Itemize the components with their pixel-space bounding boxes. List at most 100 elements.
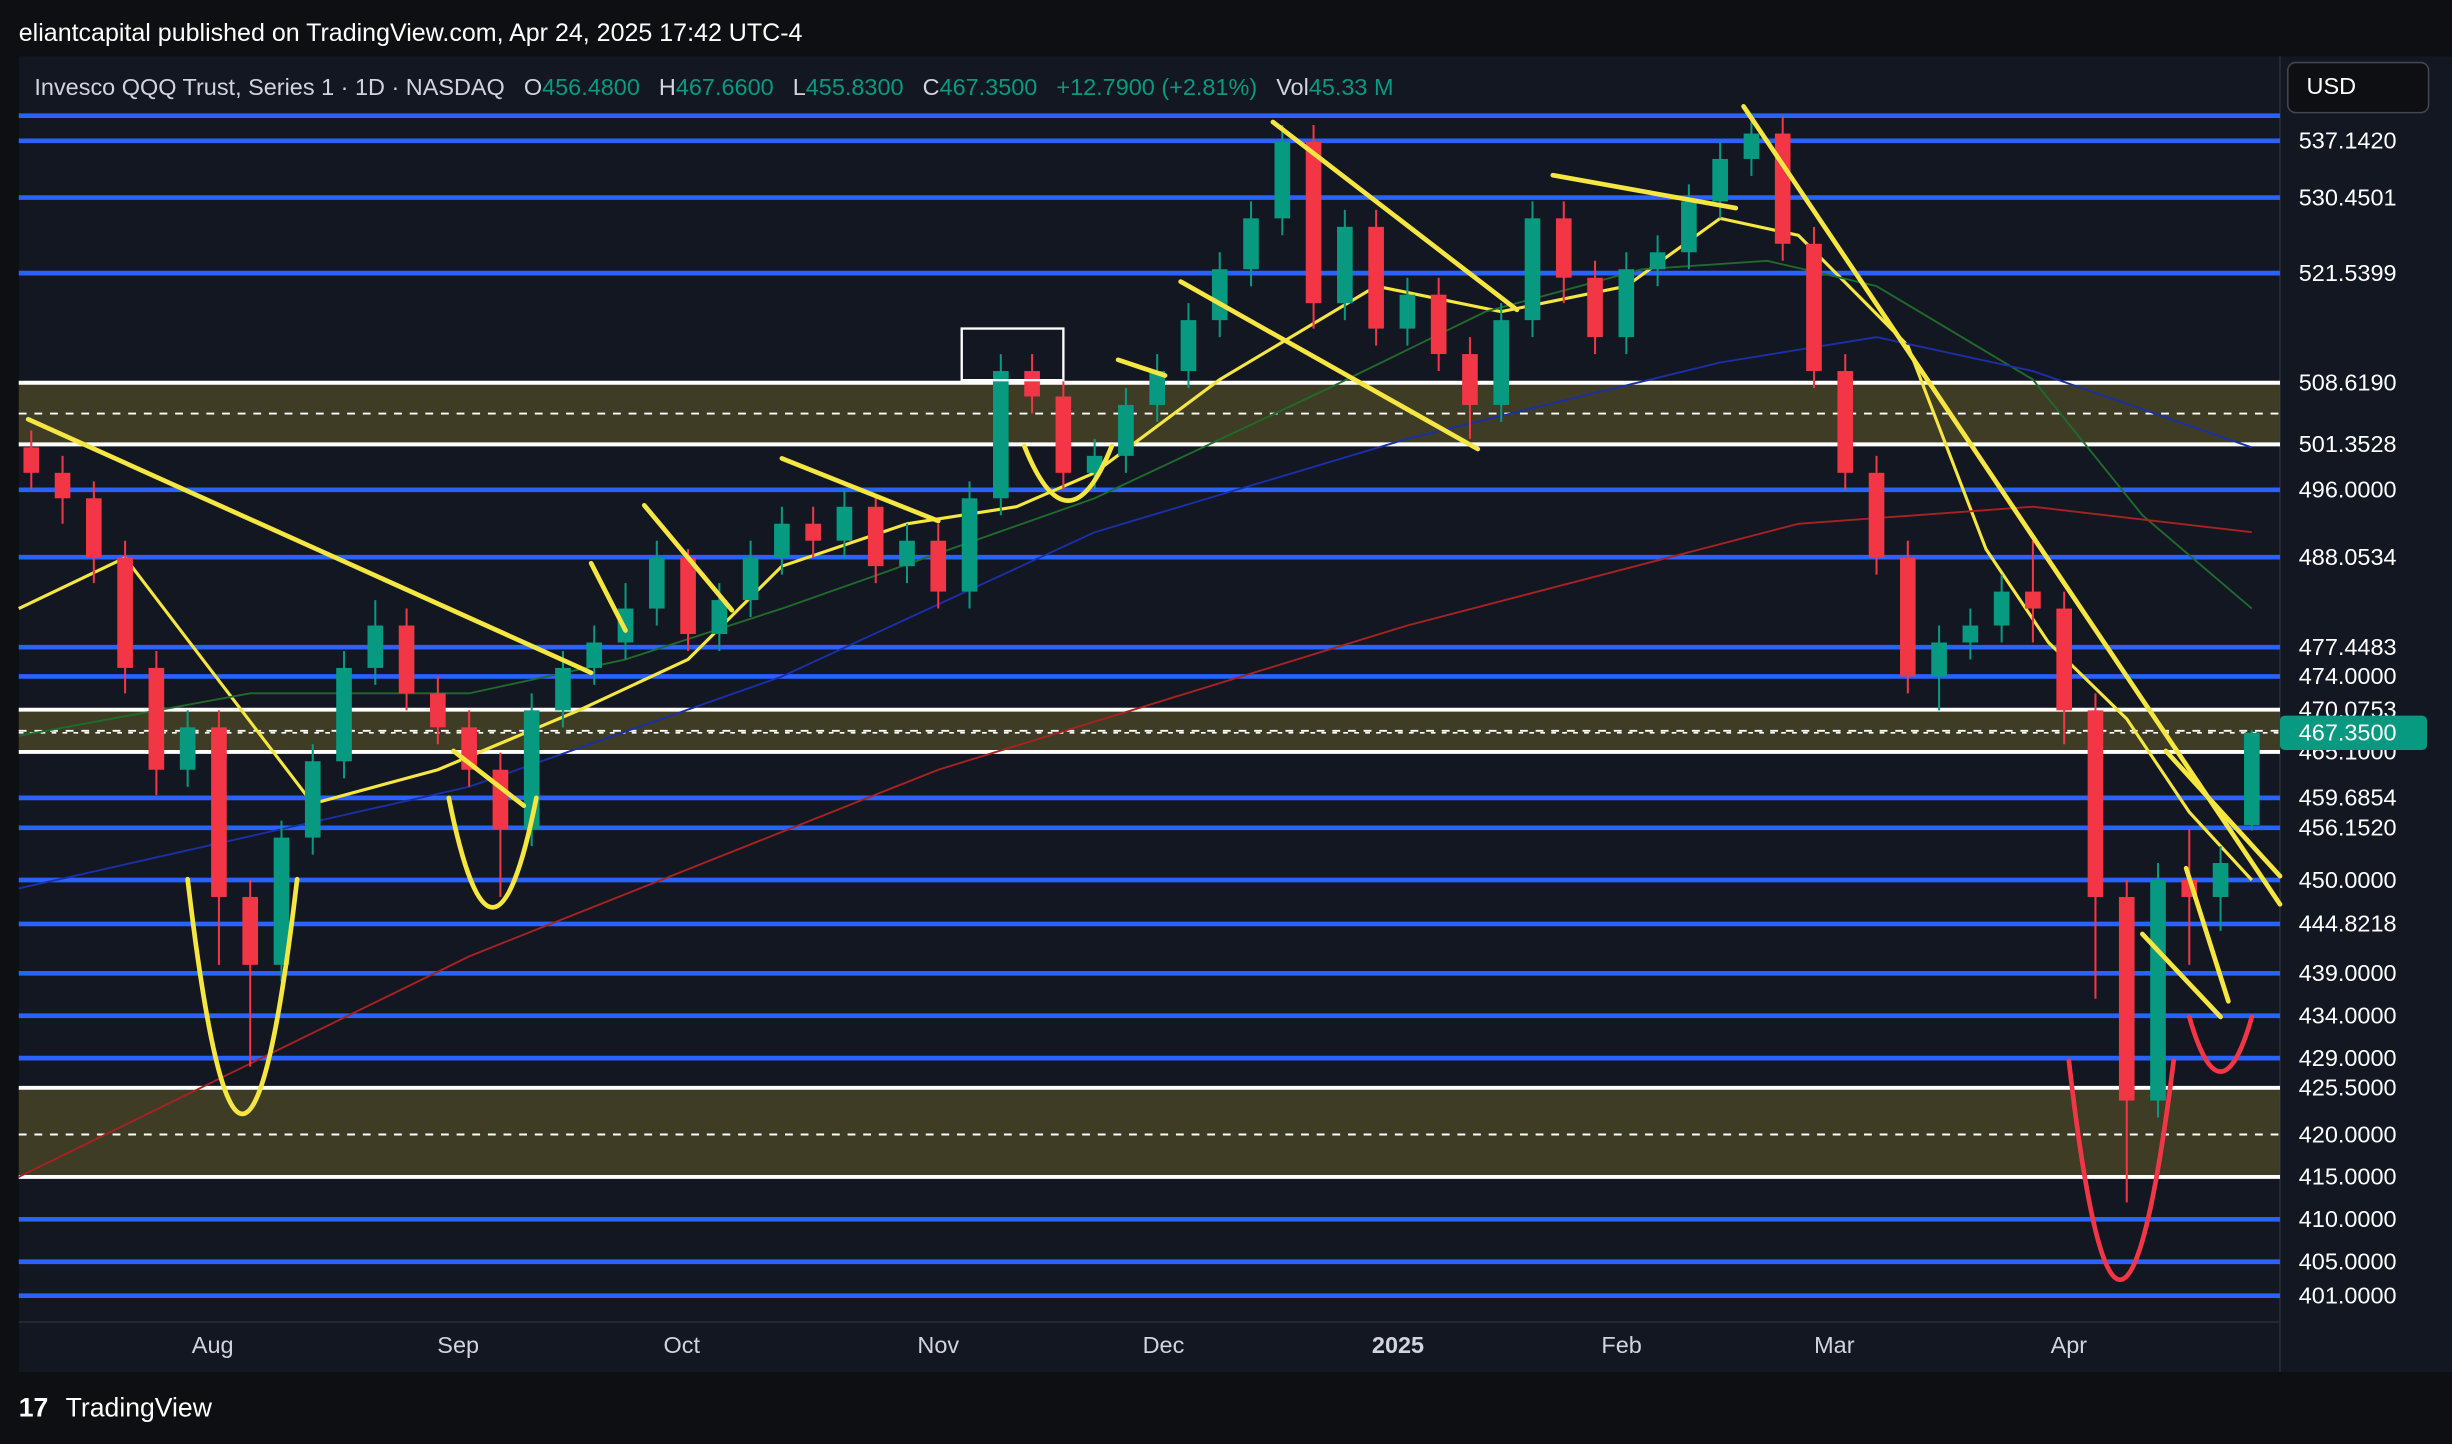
y-tick-label: 459.6854: [2299, 785, 2397, 811]
candle-body: [2150, 880, 2166, 1101]
y-tick-box: [2286, 906, 2427, 942]
cup-drawing: [2066, 1058, 2176, 1282]
candle-body: [2056, 608, 2073, 711]
candle-body: [1555, 218, 1572, 278]
y-tick-box: [2286, 1070, 2427, 1106]
x-tick-label: 2025: [1372, 1332, 1424, 1358]
y-tick-label: 439.0000: [2299, 960, 2397, 986]
drawings: [25, 104, 2283, 1282]
x-tick-label: Apr: [2051, 1332, 2088, 1358]
candle-body: [1211, 269, 1228, 321]
last-price-label: 467.3500: [2299, 720, 2397, 746]
trendline: [451, 748, 527, 809]
candle-body: [1305, 141, 1322, 304]
candle-body: [1649, 252, 1666, 270]
cup-drawing: [2186, 1014, 2255, 1074]
candle-body: [742, 557, 759, 601]
y-tick-label: 415.0000: [2299, 1164, 2397, 1190]
cup-drawing: [446, 795, 539, 910]
x-axis-area: [18, 1321, 2280, 1373]
candle-body: [211, 727, 227, 897]
button-label[interactable]: USD: [2307, 73, 2357, 99]
y-tick-label: 477.4483: [2299, 634, 2397, 660]
y-tick-box: [2286, 1159, 2427, 1195]
candle-body: [899, 540, 915, 567]
trendline: [1270, 119, 1520, 313]
candle-body: [86, 498, 102, 558]
trendline: [779, 456, 941, 524]
y-tick-box: [2286, 629, 2427, 665]
y-tick-box: [2286, 1117, 2427, 1152]
candle-body: [1868, 472, 1885, 558]
candle-body: [774, 523, 790, 558]
chart-layers: 537.1420 530.4501 521.5399 508.6190 501.3528…: [18, 104, 2427, 1358]
y-tick-box: [2286, 810, 2427, 846]
y-tick-label: 521.5399: [2299, 260, 2397, 286]
candle-body: [1462, 354, 1478, 405]
y-tick-box: [2286, 1244, 2427, 1279]
legend-value: 455.8300: [806, 74, 904, 100]
candle-body: [492, 769, 509, 830]
y-tick-box: [2286, 1278, 2427, 1313]
x-tick-label: Nov: [917, 1332, 959, 1358]
candle-body: [148, 667, 165, 770]
candle-body: [680, 557, 696, 635]
trendline: [25, 416, 594, 676]
candle-body: [1806, 243, 1822, 372]
candle-body: [930, 540, 947, 592]
trendline: [2183, 865, 2231, 1004]
trendline: [1178, 279, 1481, 452]
symbol: Invesco QQQ Trust, Series 1 · 1D · NASDA…: [34, 74, 504, 100]
candle-body: [2212, 863, 2229, 897]
last-price-box: [2279, 715, 2427, 751]
candle-body: [430, 693, 446, 728]
candle-body: [336, 667, 352, 762]
y-tick-label: 405.0000: [2299, 1249, 2397, 1275]
y-tick-label: 530.4501: [2299, 184, 2397, 210]
candle-body: [304, 761, 321, 838]
y-tick-label: 450.0000: [2299, 867, 2397, 893]
x-tick-label: Aug: [192, 1332, 234, 1358]
moving-average: [18, 216, 2253, 882]
box-drawing: [960, 327, 1065, 382]
moving-averages: [18, 216, 2253, 1178]
candle-body: [1618, 269, 1635, 338]
legend: Invesco QQQ Trust, Series 1 · 1D · NASDA…: [34, 74, 1393, 100]
footer-logo: 17: [19, 1393, 49, 1423]
y-tick-box: [2286, 956, 2427, 991]
currency-button[interactable]: USD: [2287, 61, 2430, 114]
legend-key: H: [659, 74, 676, 100]
candle-body: [23, 447, 40, 473]
candle-body: [1837, 371, 1854, 473]
cup-drawing: [1021, 443, 1115, 503]
candle-body: [1024, 371, 1040, 397]
candle-body: [1681, 201, 1697, 253]
candle-body: [242, 896, 259, 965]
y-tick-box: [2286, 472, 2427, 508]
candle-body: [1962, 625, 1979, 643]
candle-body: [1118, 404, 1134, 456]
axis-labels: 537.1420 530.4501 521.5399 508.6190 501.3528…: [192, 123, 2427, 1358]
candle-body: [1368, 226, 1384, 329]
y-tick-label: 474.0000: [2299, 663, 2397, 689]
y-tick-box: [2286, 427, 2427, 462]
x-tick-label: Mar: [1814, 1332, 1855, 1358]
candle-body: [1524, 218, 1541, 321]
candle-body: [117, 557, 133, 668]
y-tick-label: 496.0000: [2299, 477, 2397, 503]
button-frame[interactable]: [2287, 61, 2430, 114]
x-tick-label: Sep: [437, 1332, 479, 1358]
candle-body: [586, 642, 603, 668]
y-tick-box: [2286, 255, 2427, 291]
moving-average: [18, 259, 2253, 737]
candle-body: [1149, 371, 1166, 405]
candle-body: [2025, 591, 2041, 609]
legend-value: 456.4800: [542, 74, 640, 100]
candle-body: [1774, 133, 1791, 244]
legend-key: L: [793, 74, 806, 100]
candle-body: [1243, 218, 1259, 270]
candle-body: [1337, 226, 1353, 304]
y-tick-box: [2286, 998, 2427, 1033]
legend-key: Vol: [1276, 74, 1309, 100]
